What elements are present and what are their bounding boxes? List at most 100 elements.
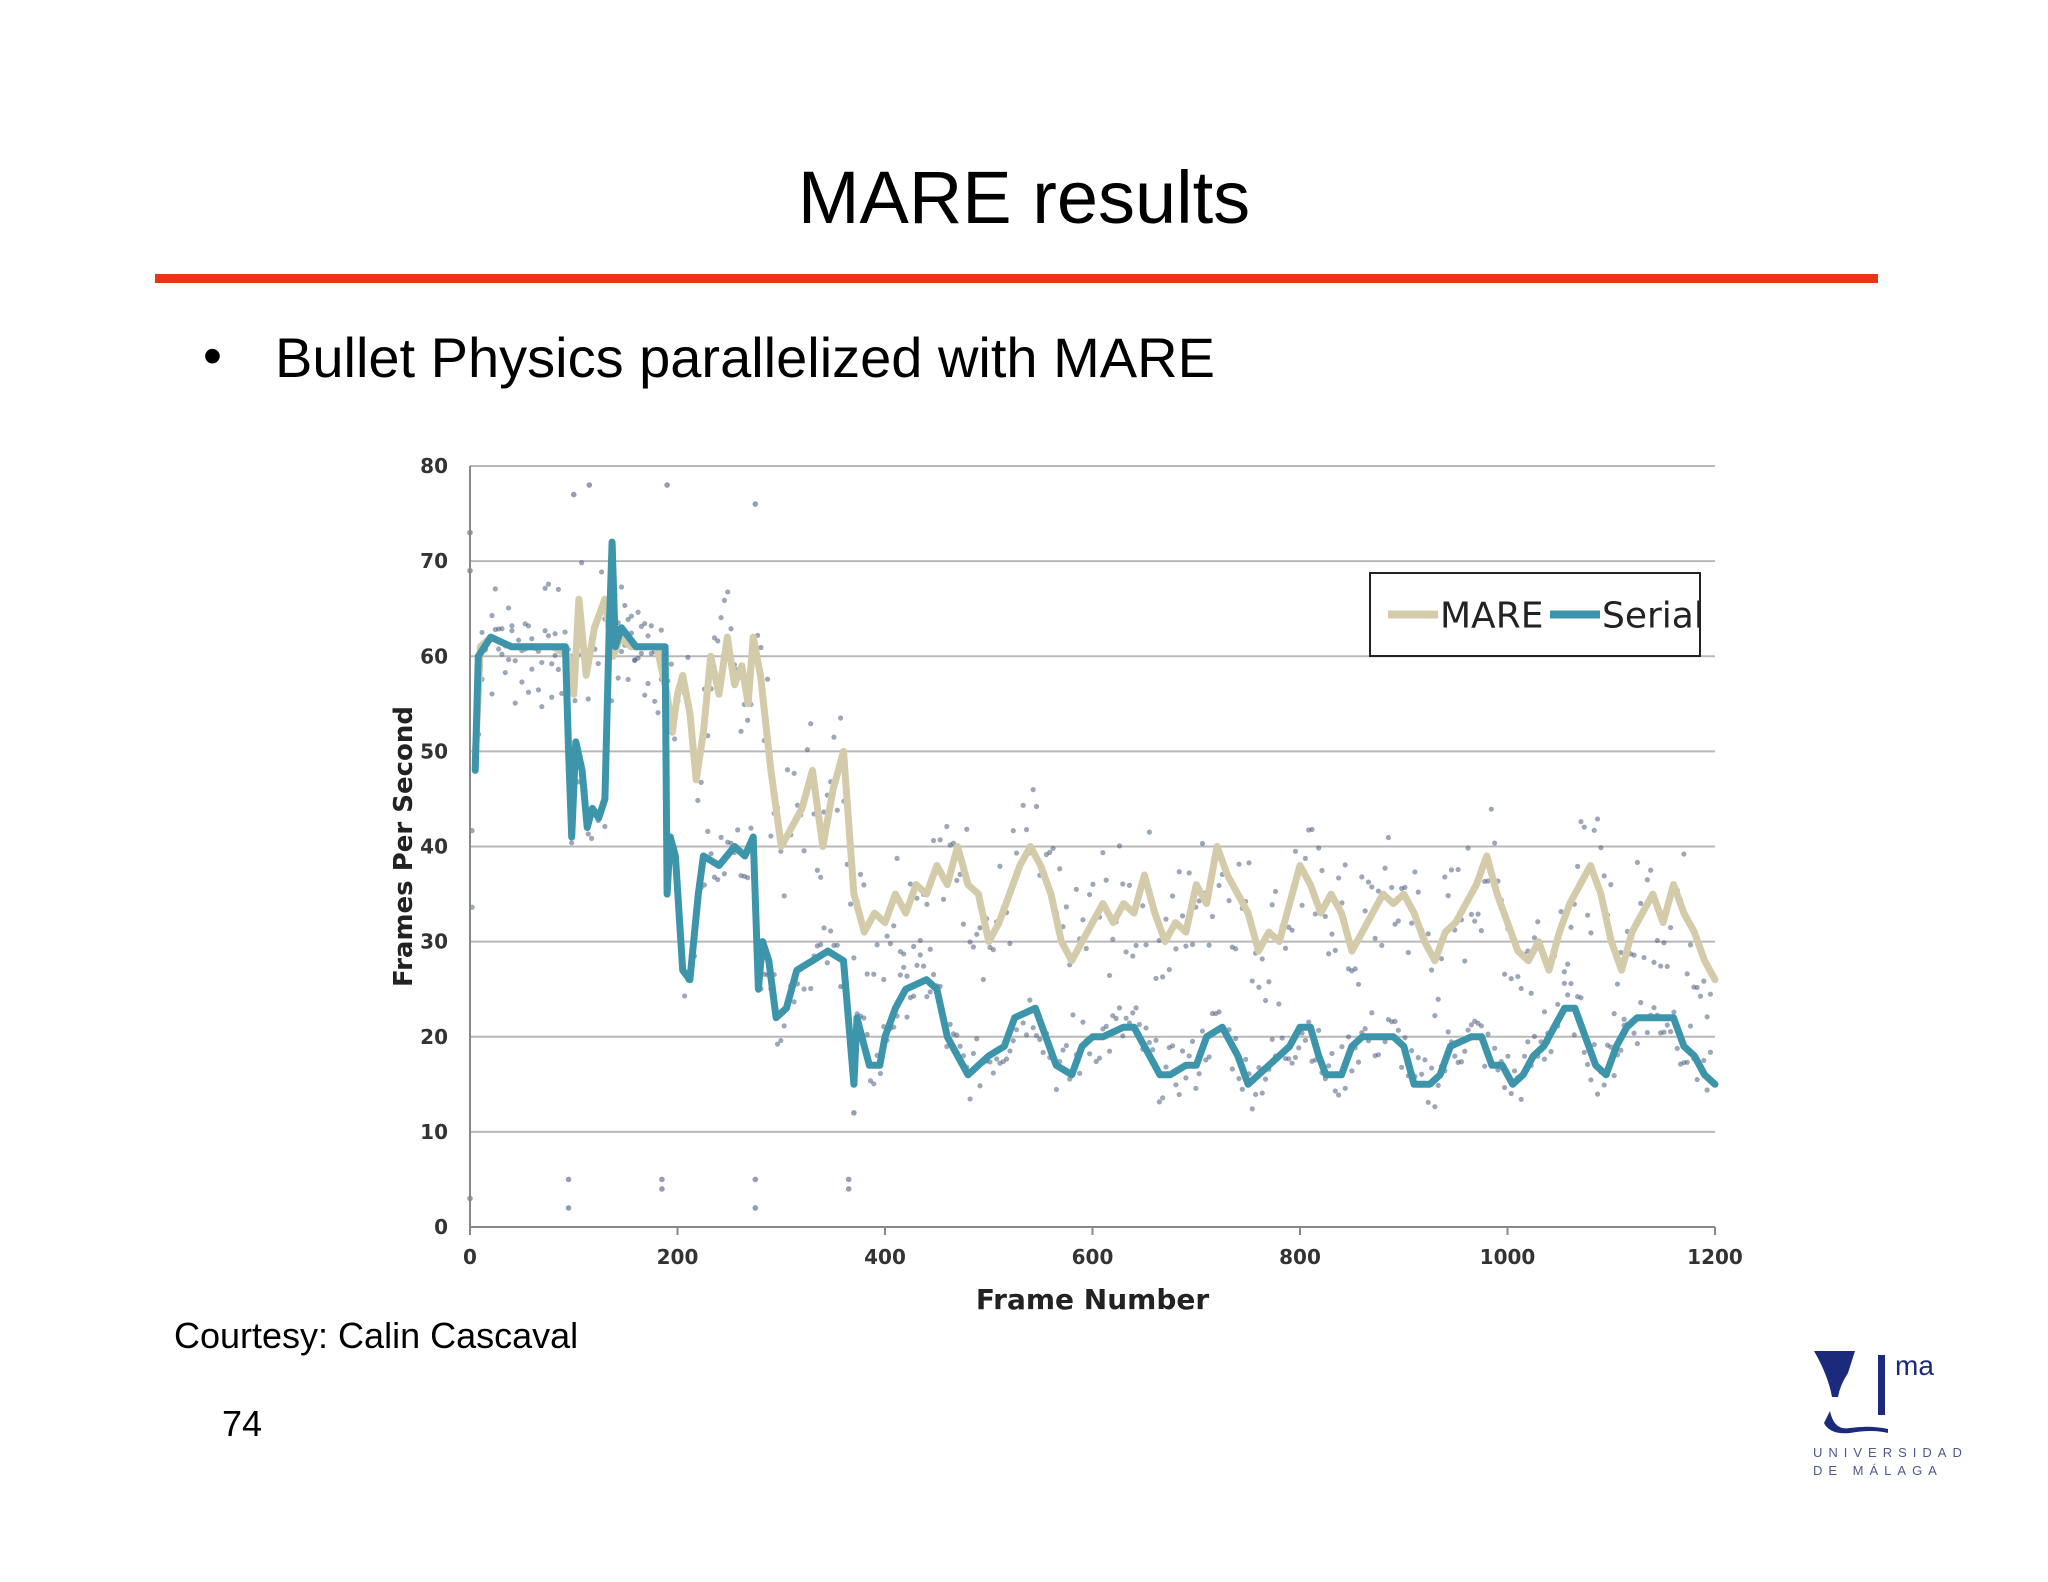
- scatter-point: [1472, 918, 1478, 924]
- scatter-point: [1594, 816, 1601, 822]
- scatter-point: [1687, 1023, 1694, 1029]
- scatter-point: [1269, 1036, 1275, 1042]
- scatter-point: [804, 747, 810, 753]
- scatter-point: [1143, 942, 1149, 948]
- scatter-point: [1302, 1037, 1308, 1043]
- scatter-point: [901, 951, 907, 957]
- scatter-point: [1584, 1061, 1591, 1068]
- scatter-point: [1644, 1029, 1650, 1036]
- scatter-point: [1322, 913, 1328, 920]
- x-tick-label: 0: [463, 1245, 477, 1269]
- scatter-point: [874, 942, 880, 948]
- scatter-point: [1465, 845, 1471, 851]
- scatter-point: [1409, 920, 1415, 926]
- scatter-point: [1485, 1031, 1491, 1037]
- scatter-point: [685, 654, 691, 660]
- scatter-point: [585, 831, 591, 837]
- scatter-point: [1007, 1048, 1013, 1054]
- scatter-point: [1080, 917, 1086, 923]
- scatter-point: [1100, 850, 1106, 856]
- scatter-point: [911, 993, 917, 999]
- scatter-point: [1146, 829, 1152, 835]
- scatter-point: [1515, 973, 1521, 980]
- scatter-point: [781, 893, 787, 899]
- scatter-point: [1518, 985, 1524, 992]
- y-axis-title: Frames Per Second: [389, 706, 419, 987]
- scatter-point: [1644, 877, 1650, 883]
- scatter-points: [467, 482, 1714, 1211]
- series-line-mare: [471, 595, 1719, 984]
- scatter-point: [752, 501, 759, 507]
- scatter-point: [1252, 1091, 1259, 1097]
- scatter-point: [1402, 884, 1408, 891]
- scatter-point: [735, 827, 741, 833]
- scatter-point: [1216, 1009, 1222, 1015]
- scatter-point: [1575, 863, 1581, 870]
- scatter-point: [555, 586, 561, 592]
- scatter-point: [1638, 999, 1644, 1006]
- scatter-point: [738, 728, 744, 734]
- legend-label-serial: Serial: [1602, 596, 1704, 637]
- scatter-point: [1492, 840, 1498, 846]
- scatter-point: [1289, 1060, 1295, 1066]
- scatter-point: [917, 937, 923, 944]
- series-lines: [471, 538, 1719, 1088]
- scatter-point: [914, 962, 920, 968]
- scatter-point: [837, 715, 844, 721]
- scatter-point: [1634, 859, 1640, 866]
- scatter-point: [824, 960, 830, 966]
- scatter-point: [1399, 1064, 1405, 1070]
- scatter-point: [1163, 1064, 1169, 1070]
- scatter-point: [1468, 1022, 1474, 1028]
- scatter-point: [512, 700, 518, 706]
- scatter-point: [1452, 1053, 1458, 1059]
- scatter-point: [509, 623, 515, 629]
- university-logo: ma UNIVERSIDAD DE MÁLAGA: [1813, 1350, 1962, 1478]
- scatter-point: [748, 825, 754, 831]
- scatter-point: [1013, 1027, 1020, 1033]
- y-tick-label: 80: [420, 454, 448, 478]
- scatter-point: [845, 1186, 852, 1192]
- scatter-point: [920, 963, 927, 969]
- scatter-point: [1608, 882, 1614, 888]
- scatter-point: [752, 1176, 759, 1183]
- scatter-point: [545, 633, 552, 639]
- scatter-point: [489, 612, 495, 619]
- scatter-point: [1057, 866, 1063, 872]
- scatter-point: [1395, 1027, 1401, 1033]
- scatter-point: [1488, 806, 1494, 812]
- x-tick-label: 200: [657, 1245, 699, 1269]
- bullet-text: Bullet Physics parallelized with MARE: [275, 326, 1215, 389]
- scatter-point: [664, 482, 670, 488]
- scatter-point: [658, 627, 664, 633]
- scatter-point: [1133, 1005, 1139, 1011]
- scatter-point: [1073, 886, 1079, 892]
- scatter-point: [681, 993, 688, 999]
- legend: MARE Serial: [1369, 572, 1704, 657]
- scatter-point: [1611, 1073, 1617, 1079]
- scatter-point: [1183, 1075, 1189, 1081]
- scatter-point: [1701, 1057, 1707, 1064]
- x-tick-label: 1000: [1480, 1245, 1536, 1269]
- scatter-point: [764, 676, 771, 682]
- scatter-point: [1375, 1052, 1382, 1058]
- scatter-point: [1501, 971, 1508, 977]
- scatter-point: [1561, 969, 1567, 975]
- scatter-point: [1578, 819, 1584, 825]
- scatter-point: [569, 840, 575, 846]
- scatter-point: [1465, 1027, 1471, 1033]
- scatter-point: [867, 1078, 874, 1084]
- scatter-point: [970, 1050, 976, 1057]
- scatter-point: [1189, 1038, 1196, 1044]
- scatter-point: [752, 1205, 759, 1211]
- scatter-point: [1329, 1050, 1335, 1057]
- scatter-point: [1262, 997, 1269, 1004]
- scatter-point: [519, 679, 525, 685]
- scatter-point: [1063, 1042, 1069, 1049]
- scatter-point: [1047, 849, 1053, 855]
- scatter-point: [990, 1070, 996, 1076]
- scatter-point: [1262, 1076, 1269, 1082]
- scatter-point: [791, 999, 797, 1005]
- scatter-point: [1120, 881, 1126, 887]
- scatter-point: [545, 581, 552, 587]
